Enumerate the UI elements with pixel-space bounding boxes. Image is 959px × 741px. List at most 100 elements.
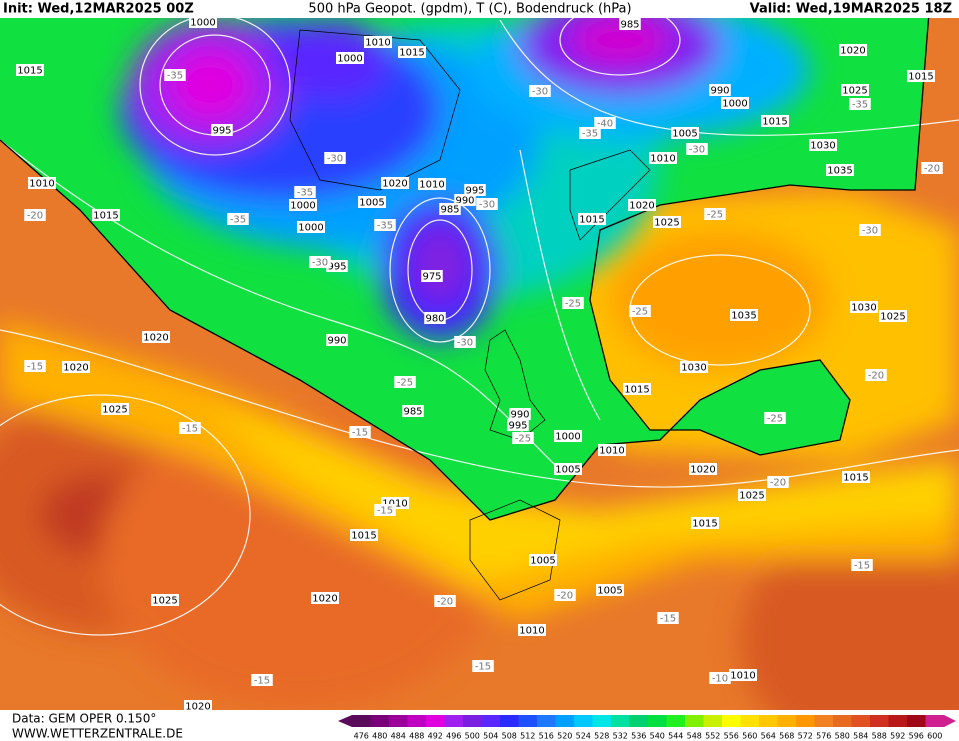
temperature-label-box [374, 504, 396, 516]
temperature-label: -30 [327, 154, 343, 165]
pressure-label: 1000 [555, 432, 580, 443]
pressure-label-box [189, 16, 217, 28]
pressure-label: 1020 [312, 594, 337, 605]
pressure-label-box [826, 164, 854, 176]
pressure-label-box [596, 584, 624, 596]
pressure-label-box [184, 700, 212, 712]
legend-label: 524 [576, 732, 591, 741]
pressure-label-box [879, 310, 907, 322]
temperature-label: -40 [597, 119, 613, 130]
legend-swatch [592, 715, 612, 727]
legend-swatch [629, 715, 649, 727]
pressure-label: 990 [455, 196, 474, 207]
legend-swatch [426, 715, 445, 727]
pressure-label-box [623, 383, 651, 395]
legend-swatch [740, 715, 760, 727]
temperature-label: -30 [312, 258, 328, 269]
pressure-label: 990 [710, 86, 729, 97]
pressure-label-box [507, 419, 529, 431]
temperature-label: -25 [767, 414, 783, 425]
pressure-label: 1015 [624, 385, 649, 396]
pressure-label-box [689, 463, 717, 475]
legend-label: 568 [779, 732, 794, 741]
temperature-label: -15 [377, 506, 393, 517]
pressure-label: 1005 [672, 129, 697, 140]
temperature-label: -35 [297, 188, 313, 199]
temperature-label: -20 [437, 597, 453, 608]
temperature-label-box [709, 672, 731, 684]
pressure-label: 995 [465, 186, 484, 197]
pressure-label: 1010 [419, 180, 444, 191]
pressure-label: 1015 [692, 519, 717, 530]
legend-swatch [370, 715, 390, 727]
pressure-label-box [841, 84, 869, 96]
pressure-label: 1030 [681, 363, 706, 374]
temperature-label-box [859, 224, 881, 236]
legend-swatch [833, 715, 852, 727]
pressure-label: 1010 [730, 671, 755, 682]
pressure-label: 1010 [650, 154, 675, 165]
legend-swatch [796, 715, 815, 727]
pressure-label: 1005 [555, 465, 580, 476]
pressure-label-box [464, 184, 486, 196]
legend-swatch [851, 715, 871, 727]
legend-swatch [925, 715, 945, 727]
pressure-label: 985 [440, 205, 459, 216]
pressure-label: 1010 [29, 179, 54, 190]
temperature-label-box [686, 143, 708, 155]
legend-label: 572 [798, 732, 813, 741]
pressure-label: 1000 [298, 223, 323, 234]
legend-swatch [648, 715, 667, 727]
pressure-label-box [101, 403, 129, 415]
temperature-label: -20 [557, 591, 573, 602]
pressure-label-box [649, 152, 677, 164]
temperature-label-box [394, 376, 416, 388]
pressure-label-box [142, 331, 170, 343]
temperature-label-box [579, 127, 601, 139]
temperature-label-box [764, 412, 786, 424]
legend-arrow [338, 715, 352, 727]
pressure-label-box [297, 221, 325, 233]
coastlines [289, 29, 651, 601]
pressure-label: 1015 [351, 531, 376, 542]
temperature-label-box [472, 660, 494, 672]
pressure-label: 1005 [530, 556, 555, 567]
temperature-label: -30 [457, 338, 473, 349]
pressure-label: 990 [510, 410, 529, 421]
pressure-label: 1030 [851, 303, 876, 314]
legend-label: 504 [483, 732, 498, 741]
temperature-label: -15 [182, 424, 198, 435]
pressure-label-box [529, 554, 557, 566]
pressure-label: 990 [327, 336, 346, 347]
temperature-label-box [179, 422, 201, 434]
legend-label: 480 [372, 732, 387, 741]
pressure-label-box [680, 361, 708, 373]
legend-label: 500 [465, 732, 480, 741]
pressure-label: 975 [422, 272, 441, 283]
legend-swatch [777, 715, 797, 727]
legend-swatch [444, 715, 464, 727]
pressure-label: 1025 [842, 86, 867, 97]
pressure-label: 1025 [102, 405, 127, 416]
pressure-label-box [839, 44, 867, 56]
temperature-label: -10 [712, 674, 728, 685]
temperature-label-box [434, 595, 456, 607]
temperature-label-box [349, 426, 371, 438]
legend-label: 548 [687, 732, 702, 741]
temperature-label-box [529, 85, 551, 97]
pressure-label-box [418, 178, 446, 190]
pressure-label-box [350, 529, 378, 541]
pressure-label: 1015 [579, 215, 604, 226]
pressure-label: 1015 [908, 72, 933, 83]
pressure-label: 1035 [827, 166, 852, 177]
legend-swatch [814, 715, 834, 727]
temperature-label-box [865, 369, 887, 381]
pressure-label-box [311, 592, 339, 604]
legend-label: 476 [354, 732, 369, 741]
pressure-label: 1020 [143, 333, 168, 344]
temperature-label-box [251, 674, 273, 686]
legend-label: 488 [409, 732, 424, 741]
temperature-label: -35 [582, 129, 598, 140]
pressure-label: 1020 [185, 702, 210, 713]
temperature-label: -15 [27, 362, 43, 373]
